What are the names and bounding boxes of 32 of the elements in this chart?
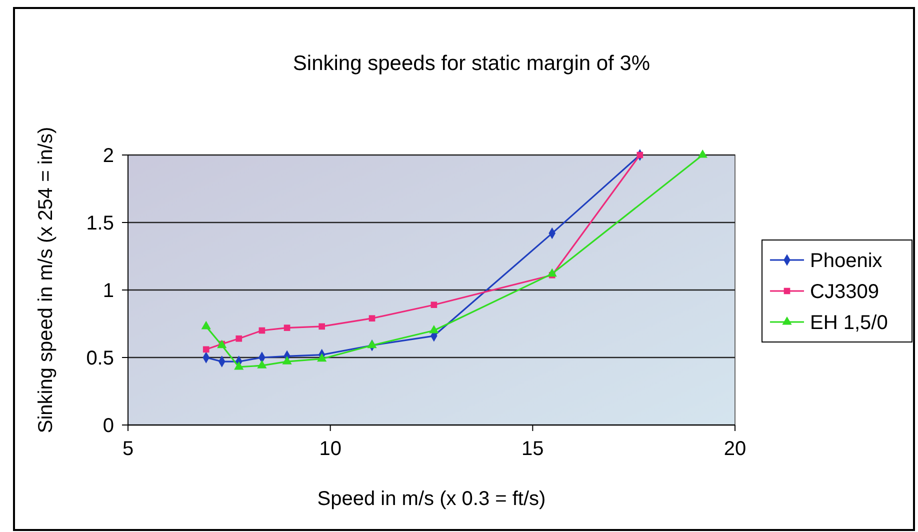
y-axis-title: Sinking speed in m/s (x 254 = in/s) <box>35 126 57 434</box>
point <box>282 356 292 364</box>
point <box>430 302 438 308</box>
x-axis-title: Speed in m/s (x 0.3 = ft/s) <box>317 488 546 510</box>
x-tick-label: 20 <box>724 438 746 460</box>
legend-label: Phoenix <box>810 250 882 272</box>
point <box>636 152 644 158</box>
point <box>318 323 325 330</box>
x-tick-label: 5 <box>122 438 134 460</box>
point <box>368 315 376 322</box>
y-tick-label: 1.5 <box>86 212 114 234</box>
point <box>429 324 439 334</box>
y-tick-label: 2 <box>102 145 114 167</box>
chart-title: Sinking speeds for static margin of 3% <box>292 52 650 75</box>
point <box>234 361 244 370</box>
point <box>547 268 557 277</box>
x-tick-label: 15 <box>522 438 544 460</box>
point <box>367 340 377 348</box>
legend-label: CJ3309 <box>810 281 879 303</box>
point <box>236 335 242 342</box>
point <box>257 360 267 368</box>
y-tick-label: 0.5 <box>86 348 114 370</box>
y-tick-label: 0 <box>102 415 114 437</box>
point <box>317 353 327 362</box>
point <box>698 149 708 158</box>
y-tick-label: 1 <box>102 280 114 302</box>
point <box>202 346 210 353</box>
point <box>201 320 211 330</box>
x-tick-label: 10 <box>319 438 342 460</box>
legend-label: EH 1,5/0 <box>810 312 888 334</box>
point <box>284 324 290 331</box>
point <box>258 327 266 334</box>
